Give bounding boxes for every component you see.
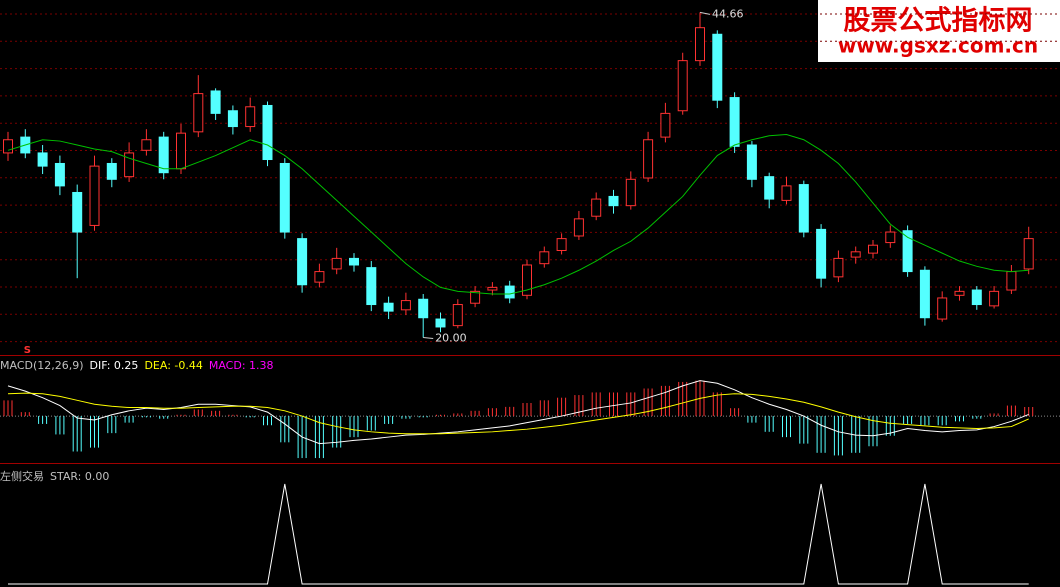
candle-body <box>608 195 619 207</box>
candle-body <box>227 110 238 128</box>
candle-body <box>677 60 688 112</box>
candle-body <box>798 184 809 233</box>
candle-body <box>349 257 359 266</box>
signal-marker: S <box>24 345 31 356</box>
candle-body <box>37 152 48 167</box>
candle-body <box>781 185 792 201</box>
candle-body <box>919 269 930 319</box>
candle-body <box>279 162 290 233</box>
moving-average <box>7 133 1029 295</box>
legend-item: MACD: 1.38 <box>209 359 274 372</box>
candle-body <box>106 162 117 180</box>
candle-body <box>297 238 308 286</box>
candle-body <box>158 136 169 174</box>
candle-body <box>383 302 394 312</box>
legend-item: MACD(12,26,9) <box>0 359 84 372</box>
candle-body <box>643 139 654 179</box>
legend: 左侧交易 STAR: 0.00 <box>0 469 109 483</box>
candle-body <box>695 27 705 62</box>
candle-body <box>937 297 948 320</box>
candle-body <box>902 230 913 273</box>
candle-body <box>522 264 532 296</box>
candle-body <box>868 244 878 254</box>
candle-body <box>729 97 740 147</box>
candle-body <box>591 198 602 217</box>
candle-body <box>971 289 982 306</box>
candle-body <box>54 162 65 187</box>
candle-body <box>1023 238 1034 270</box>
candle-body <box>210 90 221 114</box>
legend: MACD(12,26,9) DIF: 0.25 DEA: -0.44 MACD: 1.… <box>0 359 274 372</box>
candle-body <box>418 298 429 319</box>
legend-item: DIF: 0.25 <box>90 359 139 372</box>
candle-body <box>954 290 965 296</box>
candle-body <box>573 218 584 237</box>
annotation-leader <box>423 337 434 339</box>
candle-body <box>816 228 827 279</box>
candle-body <box>366 267 377 306</box>
candle-body <box>989 290 1000 307</box>
candle-body <box>452 304 463 327</box>
candle-body <box>487 286 498 291</box>
candle-body <box>435 318 446 328</box>
candle-body <box>504 285 515 299</box>
watermark-url: www.gsxz.com.cn <box>838 34 1038 58</box>
candle-body <box>625 178 636 207</box>
legend-item: 左侧交易 <box>0 469 44 483</box>
candle-body <box>712 33 723 101</box>
candle-body <box>262 104 273 161</box>
candle-body <box>193 93 204 133</box>
candle-body <box>89 165 100 226</box>
annotation-leader <box>699 11 711 15</box>
candle-body <box>885 231 896 244</box>
candle-body <box>141 139 152 151</box>
candle-body <box>470 290 481 304</box>
candle-body <box>400 300 411 311</box>
candle-body <box>1006 271 1017 291</box>
candle-body <box>850 251 861 258</box>
candle-body <box>331 257 342 270</box>
candle-body <box>764 176 775 200</box>
watermark-box <box>818 0 1060 62</box>
candle-body <box>176 132 186 170</box>
watermark-title: 股票公式指标网 <box>844 6 1033 37</box>
annotation: 20.00 <box>435 331 467 344</box>
candle-body <box>314 271 325 283</box>
candle-body <box>539 251 550 265</box>
candle-body <box>124 152 135 178</box>
star-line <box>8 483 1029 585</box>
candle-body <box>72 191 83 233</box>
candle-body <box>833 257 844 278</box>
candle-body <box>556 238 567 251</box>
candle-body <box>245 106 256 128</box>
dea-line <box>7 392 1029 435</box>
annotation: 44.66 <box>712 7 744 20</box>
candle-body <box>660 112 671 138</box>
candle-body <box>3 139 13 154</box>
legend-item: STAR: 0.00 <box>50 470 109 483</box>
candle-body <box>746 144 757 180</box>
legend-item: DEA: -0.44 <box>144 359 202 372</box>
